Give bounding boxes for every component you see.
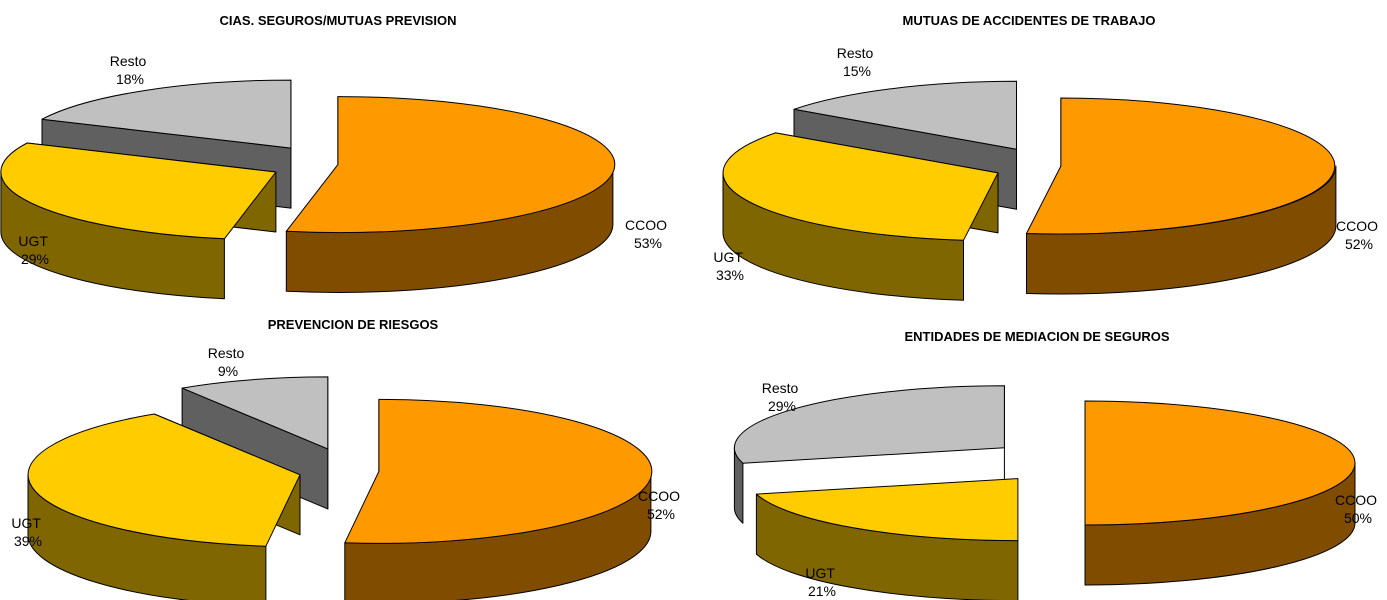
pie-mutuas	[722, 80, 1337, 301]
slice-label-ugt: UGT 21%	[805, 565, 838, 599]
chart-panel-mutuas: MUTUAS DE ACCIDENTES DE TRABAJO CCOO 52%…	[713, 13, 1382, 301]
slice-ugt	[755, 478, 1019, 600]
slice-ccoo	[285, 96, 616, 294]
chart-panel-mediacion: ENTIDADES DE MEDIACION DE SEGUROS CCOO 5…	[733, 329, 1381, 600]
slice-label-ccoo: CCOO 53%	[625, 217, 671, 251]
slice-label-ugt: UGT 33%	[713, 249, 746, 283]
slice-label-resto: Resto 29%	[762, 380, 802, 414]
pie-seguros	[0, 79, 616, 300]
slice-label-ccoo: CCOO 52%	[1336, 218, 1382, 252]
slice-ugt	[722, 132, 999, 301]
slice-label-ccoo: CCOO 52%	[638, 488, 684, 522]
slice-ccoo	[344, 398, 653, 600]
slice-resto	[733, 385, 1005, 524]
slice-ccoo	[1026, 97, 1337, 295]
chart-title: PREVENCION DE RIESGOS	[268, 317, 439, 332]
pie-mediacion	[733, 385, 1356, 600]
slice-label-resto: Resto 15%	[837, 45, 877, 79]
chart-title: CIAS. SEGUROS/MUTUAS PREVISION	[220, 13, 457, 28]
slice-label-resto: Resto 18%	[110, 53, 150, 87]
slice-ccoo	[1084, 400, 1356, 586]
chart-panel-seguros: CIAS. SEGUROS/MUTUAS PREVISION CCOO 53% …	[0, 13, 671, 300]
slice-label-ugt: UGT 39%	[11, 515, 44, 549]
chart-title: ENTIDADES DE MEDIACION DE SEGUROS	[904, 329, 1169, 344]
slice-label-ccoo: CCOO 50%	[1335, 492, 1381, 526]
slice-label-resto: Resto 9%	[208, 345, 248, 379]
chart-panel-prevencion: PREVENCION DE RIESGOS CCOO 52% UGT 39% R…	[11, 317, 684, 600]
slice-ugt	[27, 413, 301, 600]
slice-ugt	[0, 142, 277, 300]
pie-prevencion	[27, 376, 653, 600]
chart-title: MUTUAS DE ACCIDENTES DE TRABAJO	[902, 13, 1155, 28]
slice-label-ugt: UGT 29%	[18, 233, 51, 267]
